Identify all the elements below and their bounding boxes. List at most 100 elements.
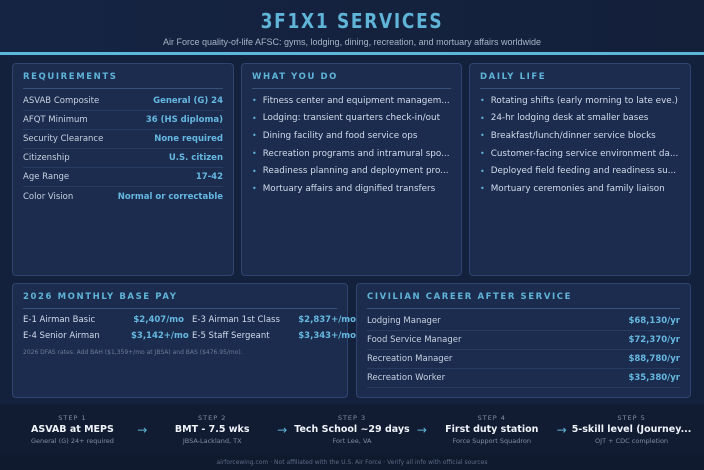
requirements-card: REQUIREMENTS ASVAB Composite General (G) … — [12, 63, 234, 276]
bullet-icon: • — [252, 113, 257, 123]
list-item: • Mortuary affairs and dignified transfer… — [252, 180, 451, 198]
table-row: Security Clearance None required — [23, 130, 223, 149]
list-item-text: Customer-facing service environment da..… — [490, 148, 679, 159]
pay-amount: $3,343+/mo — [298, 331, 356, 341]
bullet-icon: • — [252, 131, 257, 141]
list-item: • Dining facility and food service ops — [252, 127, 451, 145]
arrow-right-icon: → — [416, 422, 427, 437]
step-5: STEP 5 5-skill level (Journey... OJT + CDC… — [572, 414, 692, 445]
arrow-right-icon: → — [556, 422, 567, 437]
list-item: • Fitness center and equipment managem... — [252, 92, 451, 110]
pay-grade: E-3 Airman 1st Class — [192, 315, 280, 325]
row-label: Security Clearance — [23, 134, 104, 144]
daily-life-card: DAILY LIFE • Rotating shifts (early morni… — [469, 63, 691, 276]
step-3: STEP 3 Tech School ~29 days Fort Lee, VA — [292, 414, 412, 445]
list-item: • Rotating shifts (early morning to late … — [480, 92, 680, 110]
table-row: Age Range 17-42 — [23, 168, 223, 187]
row-label: AFQT Minimum — [23, 115, 88, 125]
step-detail: OJT + CDC completion — [595, 437, 669, 445]
pay-amount: $3,142+/mo — [131, 331, 189, 341]
table-row: Color Vision Normal or correctable — [23, 187, 223, 206]
list-item: • Mortuary ceremonies and family liaison — [480, 180, 680, 198]
list-item: • Deployed field feeding and readiness su… — [480, 162, 680, 180]
list-item: • Customer-facing service environment da.… — [480, 145, 680, 163]
row-label: Recreation Manager — [367, 354, 453, 364]
arrow-right-icon: → — [277, 422, 288, 437]
row-value: 17-42 — [195, 172, 223, 182]
step-1: STEP 1 ASVAB at MEPS General (G) 24+ requi… — [12, 414, 132, 445]
step-detail: General (G) 24+ required — [30, 437, 114, 445]
page-subtitle: Air Force quality-of-life AFSC: gyms, lo… — [163, 37, 541, 47]
row-value: Normal or correctable — [117, 191, 223, 202]
step-number: STEP 1 — [58, 414, 87, 422]
list-item-text: Readiness planning and deployment pro... — [262, 166, 449, 177]
list-item: • Readiness planning and deployment pro..… — [252, 162, 451, 180]
row-value: $35,380/yr — [628, 373, 680, 383]
base-pay-card: 2026 MONTHLY BASE PAY E-1 Airman Basic $2… — [12, 283, 356, 398]
bullet-icon: • — [480, 166, 485, 176]
row-label: Lodging Manager — [367, 316, 441, 326]
row-label: ASVAB Composite — [23, 96, 100, 106]
step-title: First duty station — [445, 424, 539, 435]
bullet-icon: • — [480, 113, 485, 123]
header-divider — [0, 52, 704, 55]
step-detail: Fort Lee, VA — [332, 437, 372, 445]
pay-amount: $2,407/mo — [133, 315, 184, 325]
card-title: WHAT YOU DO — [252, 72, 451, 89]
list-item-text: Lodging: transient quarters check-in/out — [262, 113, 441, 124]
bullet-icon: • — [480, 149, 485, 159]
row-value: $88,780/yr — [628, 354, 680, 364]
career-path-steps: STEP 1 ASVAB at MEPS General (G) 24+ requi… — [0, 404, 704, 455]
bullet-icon: • — [252, 166, 257, 176]
table-row: Citizenship U.S. citizen — [23, 149, 223, 168]
step-number: STEP 2 — [198, 414, 227, 422]
table-row: Recreation Worker $35,380/yr — [367, 369, 680, 388]
list-item-text: Recreation programs and intramural spo..… — [262, 148, 450, 159]
table-row: ASVAB Composite General (G) 24 — [23, 92, 223, 111]
bullet-icon: • — [252, 149, 257, 159]
list-item-text: Mortuary ceremonies and family liaison — [490, 183, 665, 194]
row-label: Citizenship — [23, 153, 70, 163]
row-value: $72,370/yr — [628, 335, 680, 345]
row-value: $68,130/yr — [628, 316, 680, 326]
row-label: Recreation Worker — [367, 373, 446, 383]
step-2: STEP 2 BMT - 7.5 wks JBSA-Lackland, TX — [152, 414, 272, 445]
step-number: STEP 4 — [477, 414, 506, 422]
step-title: ASVAB at MEPS — [31, 424, 114, 435]
step-number: STEP 5 — [617, 414, 646, 422]
arrow-right-icon: → — [137, 422, 148, 437]
bullet-icon: • — [480, 96, 485, 106]
step-title: 5-skill level (Journey... — [571, 424, 692, 435]
row-label: Color Vision — [23, 191, 74, 202]
row-value: General (G) 24 — [153, 96, 223, 106]
row-label: Age Range — [23, 172, 70, 182]
step-4: STEP 4 First duty station Force Support Sq… — [432, 414, 552, 445]
bullet-icon: • — [252, 184, 257, 194]
what-you-do-card: WHAT YOU DO • Fitness center and equipmen… — [241, 63, 462, 276]
card-title: DAILY LIFE — [480, 72, 680, 89]
card-title: 2026 MONTHLY BASE PAY — [23, 292, 337, 309]
pay-amount: $2,837+/mo — [298, 315, 356, 325]
list-item-text: Dining facility and food service ops — [262, 130, 418, 141]
pay-grade: E-4 Senior Airman — [23, 331, 100, 341]
pay-note: 2026 DFAS rates. Add BAH ($1,359+/mo at … — [23, 349, 243, 356]
page-title: 3F1X1 SERVICES — [260, 9, 444, 33]
bullet-icon: • — [480, 131, 485, 141]
civilian-career-card: CIVILIAN CAREER AFTER SERVICE Lodging Ma… — [356, 283, 691, 398]
list-item: • Recreation programs and intramural spo.… — [252, 145, 451, 163]
step-title: BMT - 7.5 wks — [174, 424, 250, 435]
table-row: AFQT Minimum 36 (HS diploma) — [23, 111, 223, 130]
bullet-icon: • — [252, 96, 257, 106]
list-item-text: Deployed field feeding and readiness su.… — [490, 166, 677, 177]
list-item: • Lodging: transient quarters check-in/ou… — [252, 110, 451, 128]
bullet-icon: • — [480, 184, 485, 194]
list-item-text: 24-hr lodging desk at smaller bases — [490, 113, 649, 124]
step-detail: Force Support Squadron — [452, 437, 532, 445]
pay-grade: E-5 Staff Sergeant — [192, 331, 270, 341]
list-item-text: Mortuary affairs and dignified transfers — [262, 183, 436, 194]
header: 3F1X1 SERVICES Air Force quality-of-life… — [0, 0, 704, 53]
list-item-text: Fitness center and equipment managem... — [262, 95, 450, 106]
card-title: REQUIREMENTS — [23, 72, 223, 89]
table-row: Recreation Manager $88,780/yr — [367, 350, 680, 369]
table-row: Food Service Manager $72,370/yr — [367, 331, 680, 350]
